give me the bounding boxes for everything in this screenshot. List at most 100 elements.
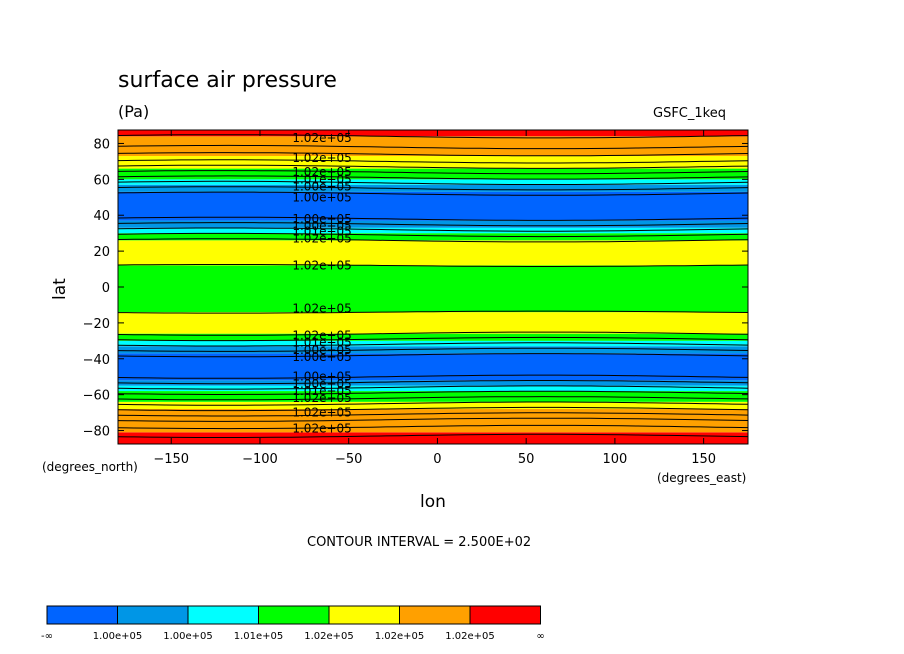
contour-line-24: [117, 186, 749, 191]
colorbar-label-6: 1.02e+05: [445, 631, 495, 642]
colorbar-swatch-0: [46, 605, 118, 625]
y-tick-label-1: −60: [83, 389, 110, 404]
contour-label-12: 1.02e+05: [292, 328, 351, 342]
contour-label-1: 1.02e+05: [292, 151, 351, 165]
band-0: [118, 432, 748, 444]
contour-line-15: [117, 331, 749, 336]
band-10: [118, 312, 748, 334]
contour-label-17: 1.00e+05: [292, 377, 351, 391]
contour-label-4: 1.00e+05: [292, 180, 351, 194]
contour-label-0: 1.02e+05: [292, 131, 351, 145]
colorbar-label-3: 1.01e+05: [234, 631, 284, 642]
contour-label-10: 1.02e+05: [292, 258, 351, 272]
x-axis-units: (degrees_east): [657, 471, 747, 485]
contour-label-16: 1.00e+05: [292, 370, 351, 384]
contour-label-6: 1.00e+05: [292, 212, 351, 226]
x-tick-label-1: −100: [242, 452, 278, 467]
contour-label-5: 1.00e+05: [292, 190, 351, 204]
band-12: [118, 240, 748, 266]
x-tick-label-4: 50: [518, 452, 535, 467]
contour-line-6: [117, 396, 749, 401]
colorbar-swatch-6: [469, 605, 541, 625]
colorbar-label-2: 1.00e+05: [163, 631, 213, 642]
contour-line-14: [117, 336, 749, 342]
y-axis-units: (degrees_north): [42, 460, 138, 474]
contour-label-19: 1.02e+05: [292, 391, 351, 405]
colorbar-label-0: -∞: [41, 631, 53, 642]
contour-label-11: 1.02e+05: [292, 302, 351, 316]
x-axis-label: lon: [420, 492, 446, 512]
band-13: [118, 233, 748, 241]
contour-line-10: [117, 374, 749, 379]
band-18: [118, 179, 748, 185]
band-2: [118, 401, 748, 410]
contour-line-28: [117, 164, 749, 169]
band-19: [118, 168, 748, 180]
y-tick-label-0: −80: [83, 425, 110, 440]
contour-label-7: 1.00e+05: [292, 219, 351, 233]
contour-line-25: [117, 180, 749, 185]
contour-line-31: [117, 144, 749, 150]
contour-line-4: [117, 406, 749, 412]
contour-line-2: [117, 417, 749, 422]
contour-label-21: 1.02e+05: [292, 422, 351, 436]
contour-line-9: [117, 380, 749, 385]
contour-line-16: [117, 310, 749, 314]
y-tick-label-4: 0: [102, 281, 110, 296]
contour-line-22: [117, 216, 749, 221]
contour-label-3: 1.01e+05: [292, 172, 351, 186]
contour-line-11: [117, 353, 749, 358]
band-1: [118, 409, 748, 433]
x-tick-label-3: 0: [433, 452, 441, 467]
contour-label-13: 1.01e+05: [292, 336, 351, 350]
y-tick-label-5: 20: [93, 245, 110, 260]
x-tick-label-6: 150: [691, 452, 716, 467]
band-5: [118, 380, 748, 386]
x-tick-label-0: −150: [153, 452, 189, 467]
band-3: [118, 391, 748, 402]
colorbar-swatch-5: [399, 605, 471, 625]
contour-line-7: [117, 390, 749, 395]
dataset-name: GSFC_1keq: [653, 106, 726, 121]
contour-label-18: 1.01e+05: [292, 384, 351, 398]
contour-line-12: [117, 347, 749, 352]
band-22: [118, 130, 748, 137]
x-tick-label-2: −50: [335, 452, 362, 467]
contour-line-0: [117, 433, 749, 438]
band-15: [118, 220, 748, 228]
colorbar-swatch-1: [117, 605, 189, 625]
y-tick-label-7: 60: [93, 173, 110, 188]
contour-line-5: [117, 401, 749, 406]
y-tick-label-8: 80: [93, 137, 110, 152]
contour-line-26: [117, 175, 749, 180]
colorbar-swatch-2: [187, 605, 259, 625]
chart-units: (Pa): [118, 102, 150, 121]
y-tick-label-6: 40: [93, 209, 110, 224]
contour-line-18: [117, 238, 749, 243]
contour-label-9: 1.02e+05: [292, 232, 351, 246]
colorbar-label-7: ∞: [536, 631, 544, 642]
contour-line-21: [117, 222, 749, 227]
band-7: [118, 346, 748, 354]
contour-line-17: [117, 264, 749, 267]
contour-line-19: [117, 232, 749, 238]
colorbar-label-4: 1.02e+05: [304, 631, 354, 642]
band-11: [118, 265, 748, 313]
contour-line-23: [117, 191, 749, 196]
contour-line-20: [117, 227, 749, 232]
colorbar-swatch-3: [258, 605, 330, 625]
contour-line-3: [117, 412, 749, 417]
contour-line-30: [117, 152, 749, 157]
contour-line-27: [117, 170, 749, 175]
band-21: [118, 136, 748, 157]
band-4: [118, 385, 748, 392]
x-tick-label-5: 100: [602, 452, 627, 467]
contour-line-32: [117, 134, 749, 139]
y-tick-label-3: −20: [83, 317, 110, 332]
contour-label-8: 1.01e+05: [292, 224, 351, 238]
contour-line-13: [117, 342, 749, 347]
colorbar-label-1: 1.00e+05: [93, 631, 143, 642]
contour-line-29: [117, 159, 749, 164]
contour-label-2: 1.02e+05: [292, 165, 351, 179]
